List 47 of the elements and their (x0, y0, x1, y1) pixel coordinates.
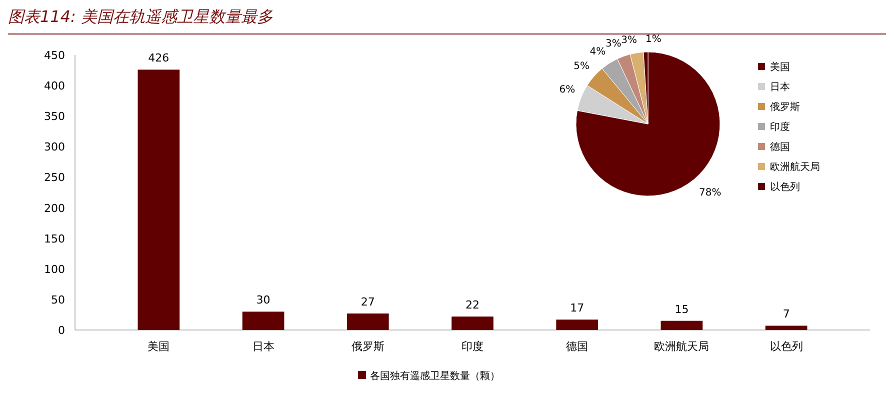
x-tick-label: 欧洲航天局 (654, 340, 710, 353)
data-label: 27 (360, 296, 375, 308)
y-tick-label: 150 (44, 232, 65, 246)
data-label: 6% (559, 84, 576, 96)
x-tick-label: 俄罗斯 (351, 340, 384, 353)
bar (346, 314, 389, 330)
data-label: 4% (590, 46, 606, 58)
data-label: 30 (256, 294, 270, 307)
data-label: 17 (570, 302, 584, 315)
y-tick-label: 300 (44, 140, 65, 154)
y-tick-label: 250 (44, 171, 65, 184)
bar (765, 326, 808, 330)
y-tick-label: 350 (44, 110, 65, 124)
y-tick-label: 200 (44, 202, 65, 215)
bar (660, 320, 703, 330)
legend-label: 各国独有遥感卫星数量（颗） (370, 370, 500, 382)
legend-label: 德国 (770, 142, 790, 153)
bar (138, 70, 180, 330)
data-label: 22 (466, 298, 480, 312)
x-tick-label: 以色列 (770, 340, 803, 353)
data-label: 3% (621, 34, 637, 46)
y-tick-label: 400 (44, 80, 65, 93)
bar (556, 320, 598, 330)
data-label: 15 (674, 302, 689, 316)
data-label: 3% (606, 38, 622, 50)
legend-label: 欧洲航天局 (770, 161, 820, 173)
legend-label: 俄罗斯 (770, 101, 800, 113)
legend-label: 以色列 (770, 181, 800, 193)
data-label: 78% (698, 188, 722, 199)
legend-label: 印度 (770, 121, 790, 133)
bar (452, 316, 494, 330)
y-tick-label: 50 (51, 293, 65, 306)
data-label: 1% (645, 34, 662, 46)
y-tick-label: 450 (44, 49, 65, 62)
y-tick-label: 0 (58, 324, 65, 337)
data-label: 7 (782, 308, 790, 321)
x-tick-label: 美国 (148, 340, 170, 353)
chart-title: 图表114: 美国在轨遥感卫星数量最多 (8, 7, 274, 26)
legend-label: 美国 (770, 61, 790, 73)
x-tick-label: 印度 (462, 340, 484, 353)
data-label: 426 (148, 52, 170, 65)
x-tick-label: 日本 (252, 340, 274, 353)
legend-label: 日本 (770, 81, 790, 93)
y-tick-label: 100 (44, 262, 65, 276)
x-tick-label: 德国 (566, 340, 588, 353)
data-label: 5% (574, 61, 590, 72)
bar (242, 312, 284, 330)
